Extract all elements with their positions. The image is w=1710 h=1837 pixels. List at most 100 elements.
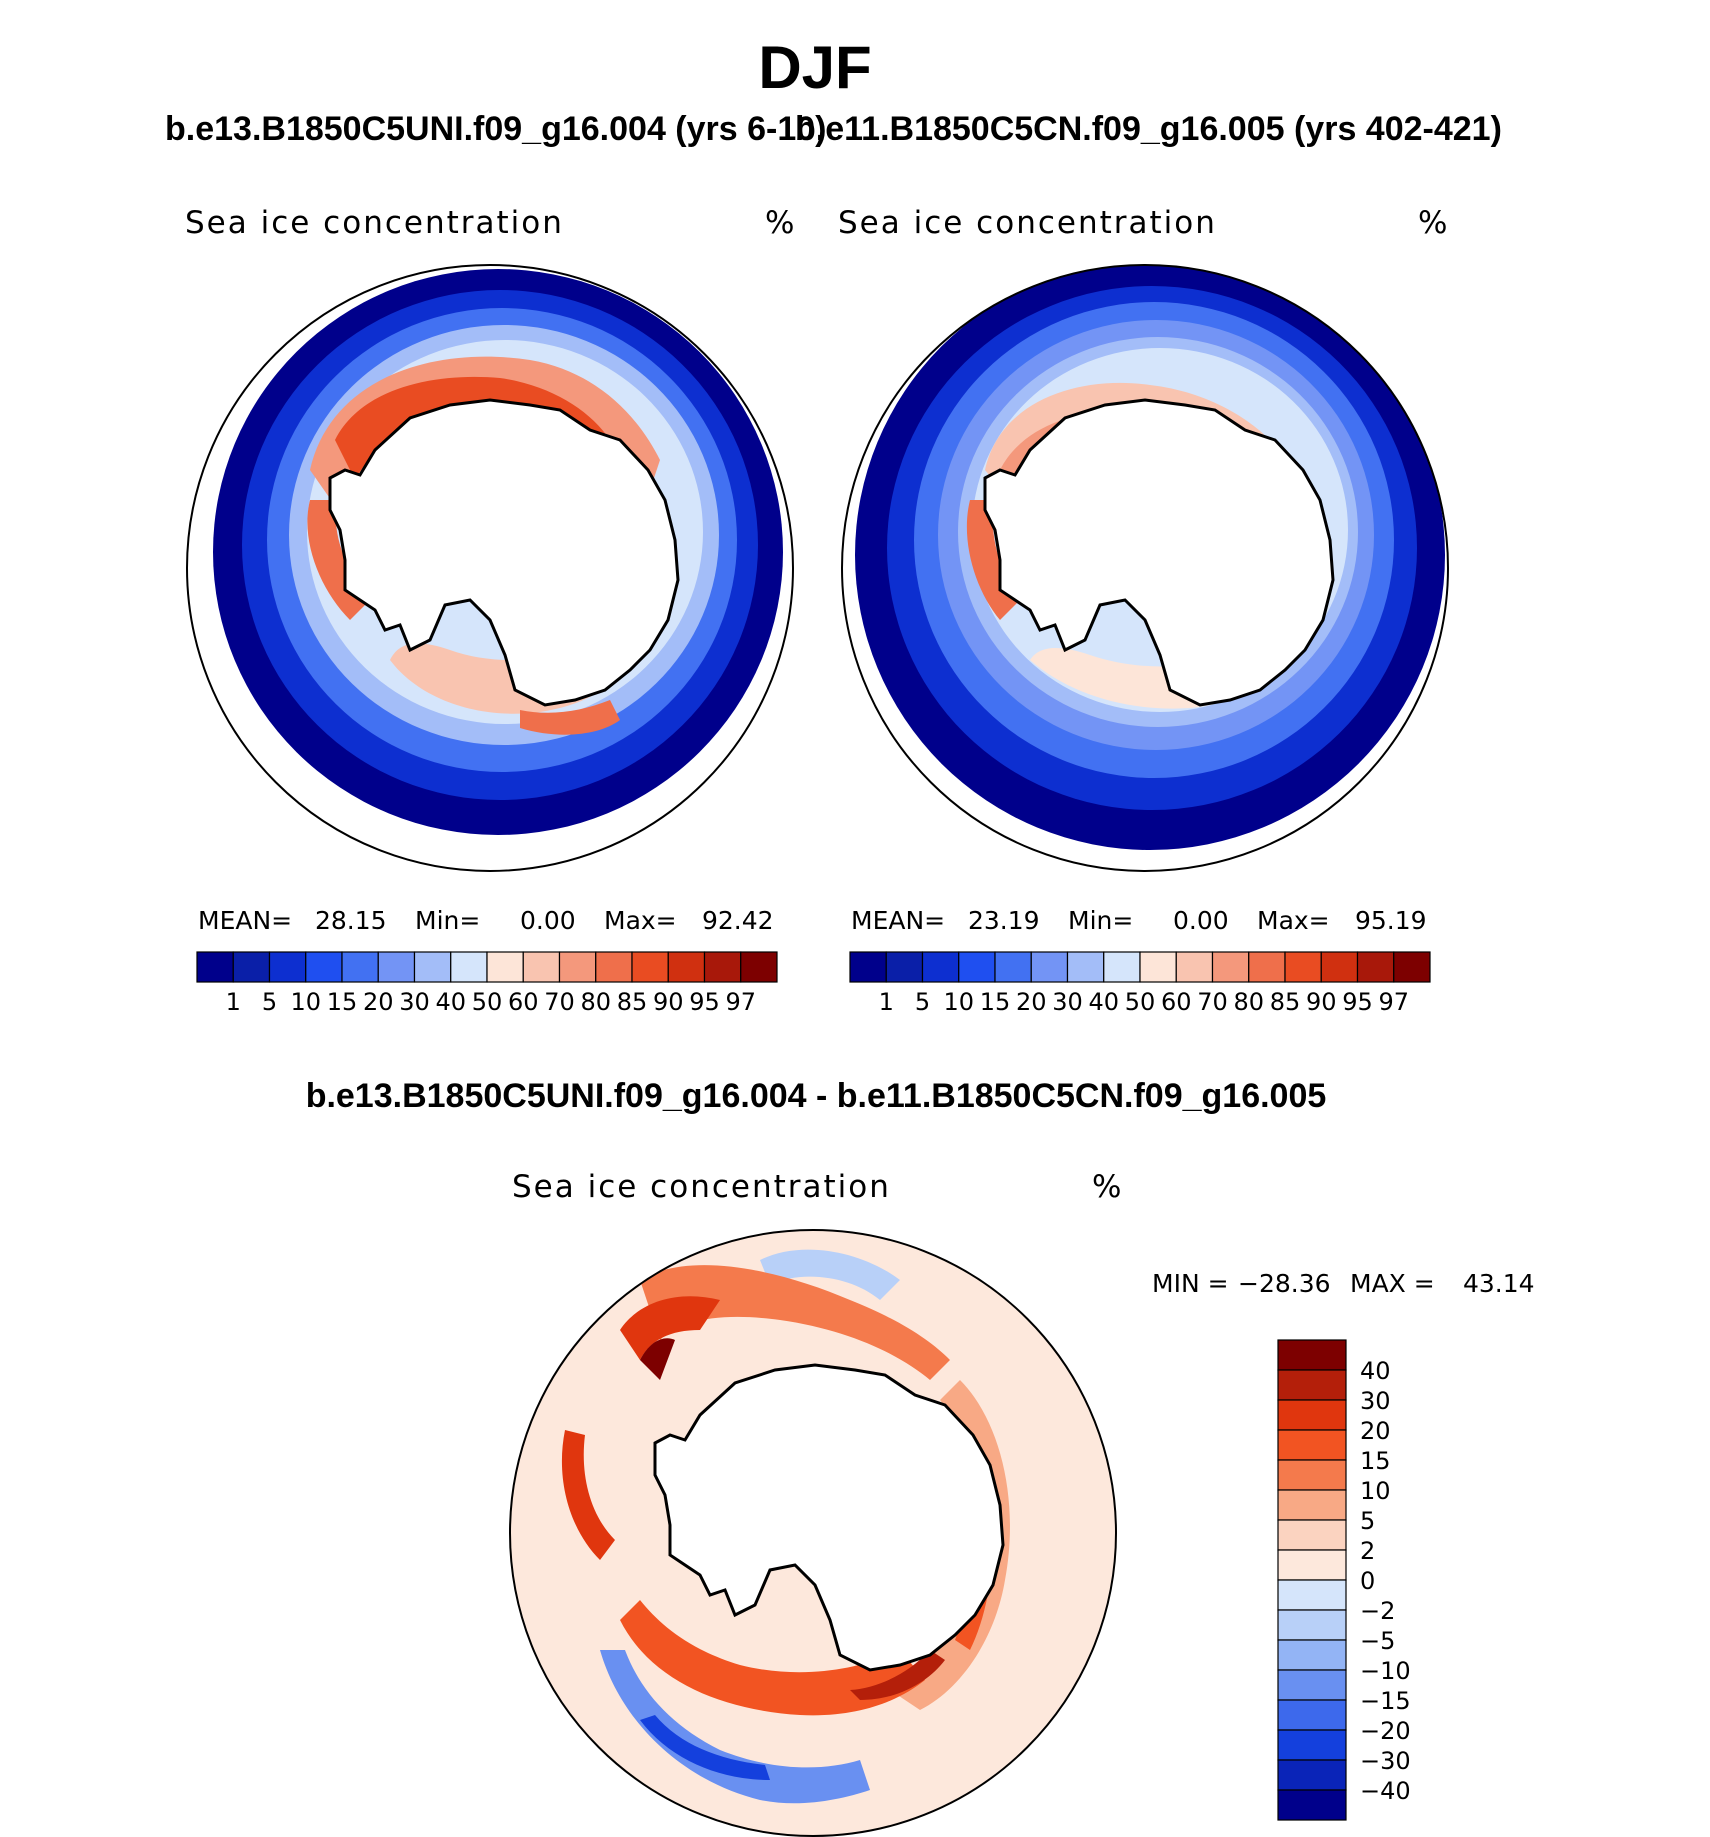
panel-3-colorbar-tick-8: −2 bbox=[1360, 1597, 1395, 1625]
panel-1-colorbar-tick-14: 97 bbox=[725, 988, 756, 1016]
panel-1-map bbox=[187, 265, 793, 871]
panel-3-colorbar-box-15 bbox=[1277, 1789, 1347, 1821]
panel-1-colorbar-tick-11: 85 bbox=[617, 988, 648, 1016]
panel-1-colorbar-box-12 bbox=[631, 951, 669, 983]
panel-3-colorbar-box-12 bbox=[1277, 1699, 1347, 1731]
panel-1-colorbar-box-15 bbox=[740, 951, 778, 983]
panel-3-colorbar-box-14 bbox=[1277, 1759, 1347, 1791]
panel-2-colorbar-box-15 bbox=[1393, 951, 1431, 983]
panel-1-colorbar-box-5 bbox=[377, 951, 416, 983]
panel-3-antarctica bbox=[653, 1363, 1005, 1672]
panel-2-colorbar-tick-10: 80 bbox=[1233, 988, 1264, 1016]
panel-2-colorbar-tick-14: 97 bbox=[1378, 988, 1409, 1016]
panel-2-colorbar-tick-2: 10 bbox=[943, 988, 974, 1016]
panel-3-amundsen-core bbox=[640, 1715, 770, 1780]
panel-2-colorbar-box-8 bbox=[1139, 951, 1177, 983]
case-title-1: b.e13.B1850C5UNI.f09_g16.004 (yrs 6-10) bbox=[165, 110, 827, 148]
panel-3-colorbar-tick-12: −20 bbox=[1360, 1717, 1411, 1745]
panel-2-mean-label: MEAN= bbox=[851, 906, 945, 935]
panel-2-colorbar-box-13 bbox=[1320, 951, 1359, 983]
panel-1-map-border bbox=[186, 264, 794, 872]
panel-1-colorbar-tick-3: 15 bbox=[327, 988, 358, 1016]
panel-2-colorbar-box-4 bbox=[994, 951, 1032, 983]
panel-1-colorbar-tick-10: 80 bbox=[580, 988, 611, 1016]
panel-2-colorbar-tick-12: 90 bbox=[1306, 988, 1337, 1016]
panel-2: Sea ice concentration % MEAN= 23.19 Min=… bbox=[838, 205, 1449, 1016]
panel-3-weddell-max bbox=[640, 1338, 675, 1380]
panel-1-colorbar-box-14 bbox=[703, 951, 742, 983]
panel-3-colorbar-box-2 bbox=[1277, 1399, 1347, 1431]
panel-3-colorbar-box-5 bbox=[1277, 1489, 1347, 1521]
panel-2-colorbar-tick-0: 1 bbox=[879, 988, 894, 1016]
panel-1-min-label: Min= bbox=[415, 906, 480, 935]
panel-2-label: Sea ice concentration bbox=[838, 205, 1217, 241]
panel-1: Sea ice concentration % MEAN= 28.15 Min=… bbox=[185, 205, 796, 1016]
panel-2-units: % bbox=[1418, 205, 1449, 241]
panel-3-map bbox=[510, 1230, 1116, 1836]
panel-3-colorbar-box-11 bbox=[1277, 1669, 1347, 1701]
panel-1-colorbar-tick-5: 30 bbox=[399, 988, 430, 1016]
panel-2-colorbar-box-6 bbox=[1066, 951, 1105, 983]
panel-1-label: Sea ice concentration bbox=[185, 205, 564, 241]
panel-2-colorbar-box-10 bbox=[1211, 951, 1250, 983]
panel-1-ross-core bbox=[520, 700, 620, 735]
panel-1-colorbar-tick-13: 95 bbox=[689, 988, 720, 1016]
panel-2-colorbar-box-5 bbox=[1030, 951, 1069, 983]
panel-3-colorbar-tick-4: 10 bbox=[1360, 1477, 1391, 1505]
panel-1-colorbar-box-11 bbox=[595, 951, 633, 983]
panel-3-weddell-core bbox=[620, 1296, 720, 1360]
panel-3-colorbar-tick-11: −15 bbox=[1360, 1687, 1411, 1715]
panel-3-colorbar-box-13 bbox=[1277, 1729, 1347, 1761]
panel-2-map-border bbox=[841, 264, 1449, 872]
case-title-2: b.e11.B1850C5CN.f09_g16.005 (yrs 402-421… bbox=[795, 110, 1502, 148]
panel-2-max-label: Max= bbox=[1257, 906, 1330, 935]
panel-1-colorbar-tick-4: 20 bbox=[363, 988, 394, 1016]
panel-2-colorbar-tick-6: 40 bbox=[1088, 988, 1119, 1016]
panel-2-min-value: 0.00 bbox=[1173, 906, 1229, 935]
panel-3-ross-core bbox=[850, 1650, 945, 1700]
panel-3-colorbar-tick-3: 15 bbox=[1360, 1447, 1391, 1475]
panel-2-colorbar-tick-9: 70 bbox=[1197, 988, 1228, 1016]
panel-1-antarctica bbox=[328, 398, 680, 707]
panel-3-colorbar-box-7 bbox=[1277, 1549, 1347, 1581]
panel-1-colorbar-box-7 bbox=[450, 951, 488, 983]
panel-3-ross-pos bbox=[620, 1600, 925, 1716]
panel-1-colorbar: 1 5 10 15 20 30 40 50 60 70 80 85 90 95 97 bbox=[196, 951, 778, 1016]
panel-3-colorbar-tick-6: 2 bbox=[1360, 1537, 1375, 1565]
panel-3-max-value: 43.14 bbox=[1463, 1269, 1535, 1298]
panel-2-colorbar-tick-8: 60 bbox=[1161, 988, 1192, 1016]
panel-2-colorbar-tick-11: 85 bbox=[1270, 988, 1301, 1016]
panel-2-colorbar-box-14 bbox=[1356, 951, 1395, 983]
panel-1-min-value: 0.00 bbox=[520, 906, 576, 935]
panel-1-colorbar-tick-2: 10 bbox=[290, 988, 321, 1016]
panel-2-colorbar-tick-4: 20 bbox=[1016, 988, 1047, 1016]
panel-2-colorbar-box-11 bbox=[1248, 951, 1286, 983]
panel-3-colorbar-tick-10: −10 bbox=[1360, 1657, 1411, 1685]
panel-1-max-value: 92.42 bbox=[702, 906, 774, 935]
panel-3-north-neg bbox=[760, 1249, 900, 1300]
panel-3-bellingshausen-pos bbox=[561, 1430, 615, 1560]
panel-2-min-label: Min= bbox=[1068, 906, 1133, 935]
panel-3-colorbar-box-1 bbox=[1277, 1369, 1347, 1401]
panel-3-max-label: MAX = bbox=[1350, 1269, 1435, 1298]
panel-1-colorbar-box-6 bbox=[413, 951, 452, 983]
panel-3-colorbar-tick-1: 30 bbox=[1360, 1387, 1391, 1415]
panel-2-antarctica bbox=[983, 398, 1335, 707]
panel-3-map-border bbox=[509, 1229, 1117, 1837]
panel-3: Sea ice concentration % MIN = −28.36 MAX… bbox=[509, 1169, 1535, 1837]
panel-3-colorbar-tick-2: 20 bbox=[1360, 1417, 1391, 1445]
panel-3-colorbar-box-3 bbox=[1277, 1429, 1347, 1461]
panel-3-label: Sea ice concentration bbox=[512, 1169, 891, 1205]
panel-3-colorbar-tick-14: −40 bbox=[1360, 1777, 1411, 1805]
panel-3-colorbar-tick-0: 40 bbox=[1360, 1357, 1391, 1385]
panel-1-colorbar-tick-1: 5 bbox=[262, 988, 277, 1016]
panel-3-colorbar-box-10 bbox=[1277, 1639, 1347, 1671]
panel-1-units: % bbox=[765, 205, 796, 241]
panel-2-colorbar-box-0 bbox=[849, 951, 887, 983]
panel-2-colorbar-tick-13: 95 bbox=[1342, 988, 1373, 1016]
panel-1-colorbar-box-13 bbox=[667, 951, 706, 983]
panel-1-colorbar-box-9 bbox=[522, 951, 561, 983]
panel-3-weddell-pos bbox=[640, 1265, 950, 1380]
